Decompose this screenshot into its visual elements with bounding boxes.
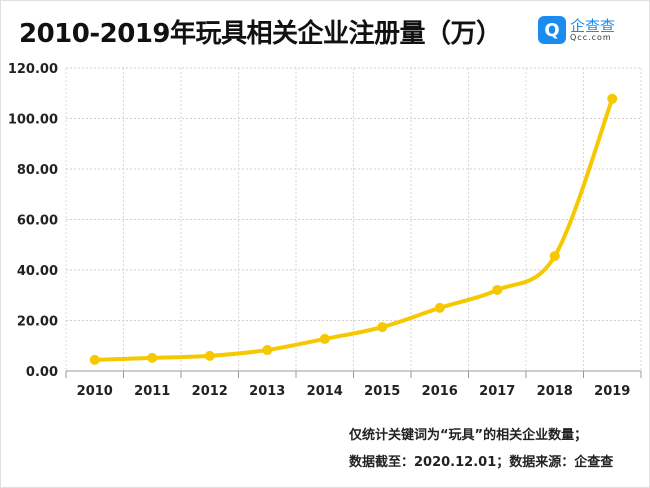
x-tick-label: 2019 (594, 384, 630, 399)
data-point (204, 350, 215, 361)
note-source: 数据截至：2020.12.01；数据来源：企查查 (349, 455, 614, 470)
y-tick-label: 20.00 (17, 315, 58, 330)
data-point (434, 302, 445, 313)
x-tick-label: 2016 (422, 384, 458, 399)
data-point (89, 354, 100, 365)
data-point (147, 352, 158, 363)
y-tick-label: 100.00 (8, 113, 58, 128)
x-tick-label: 2013 (249, 384, 285, 399)
y-tick-label: 40.00 (17, 264, 58, 279)
data-point (319, 333, 330, 344)
note-scope: 仅统计关键词为“玩具”的相关企业数量； (349, 428, 588, 443)
y-tick-label: 60.00 (17, 214, 58, 229)
x-tick-label: 2014 (307, 384, 343, 399)
y-tick-label: 0.00 (26, 365, 58, 380)
y-tick-label: 120.00 (8, 62, 58, 77)
logo-cn: 企查查 (570, 16, 616, 35)
logo-en: Qcc.com (570, 32, 612, 42)
x-tick-label: 2012 (192, 384, 228, 399)
x-tick-label: 2018 (537, 384, 573, 399)
x-tick-label: 2017 (479, 384, 515, 399)
data-point (607, 93, 618, 104)
qcc-logo-icon: Q (538, 16, 566, 44)
qcc-logo: Q 企查查 Qcc.com (538, 16, 615, 44)
x-tick-label: 2011 (134, 384, 170, 399)
data-point (377, 322, 388, 333)
data-point (549, 251, 560, 262)
y-tick-label: 80.00 (17, 163, 58, 178)
data-point (262, 345, 273, 356)
chart-title: 2010-2019年玩具相关企业注册量（万） (19, 19, 502, 49)
x-tick-label: 2010 (77, 384, 113, 399)
x-tick-label: 2015 (364, 384, 400, 399)
data-point (492, 284, 503, 295)
